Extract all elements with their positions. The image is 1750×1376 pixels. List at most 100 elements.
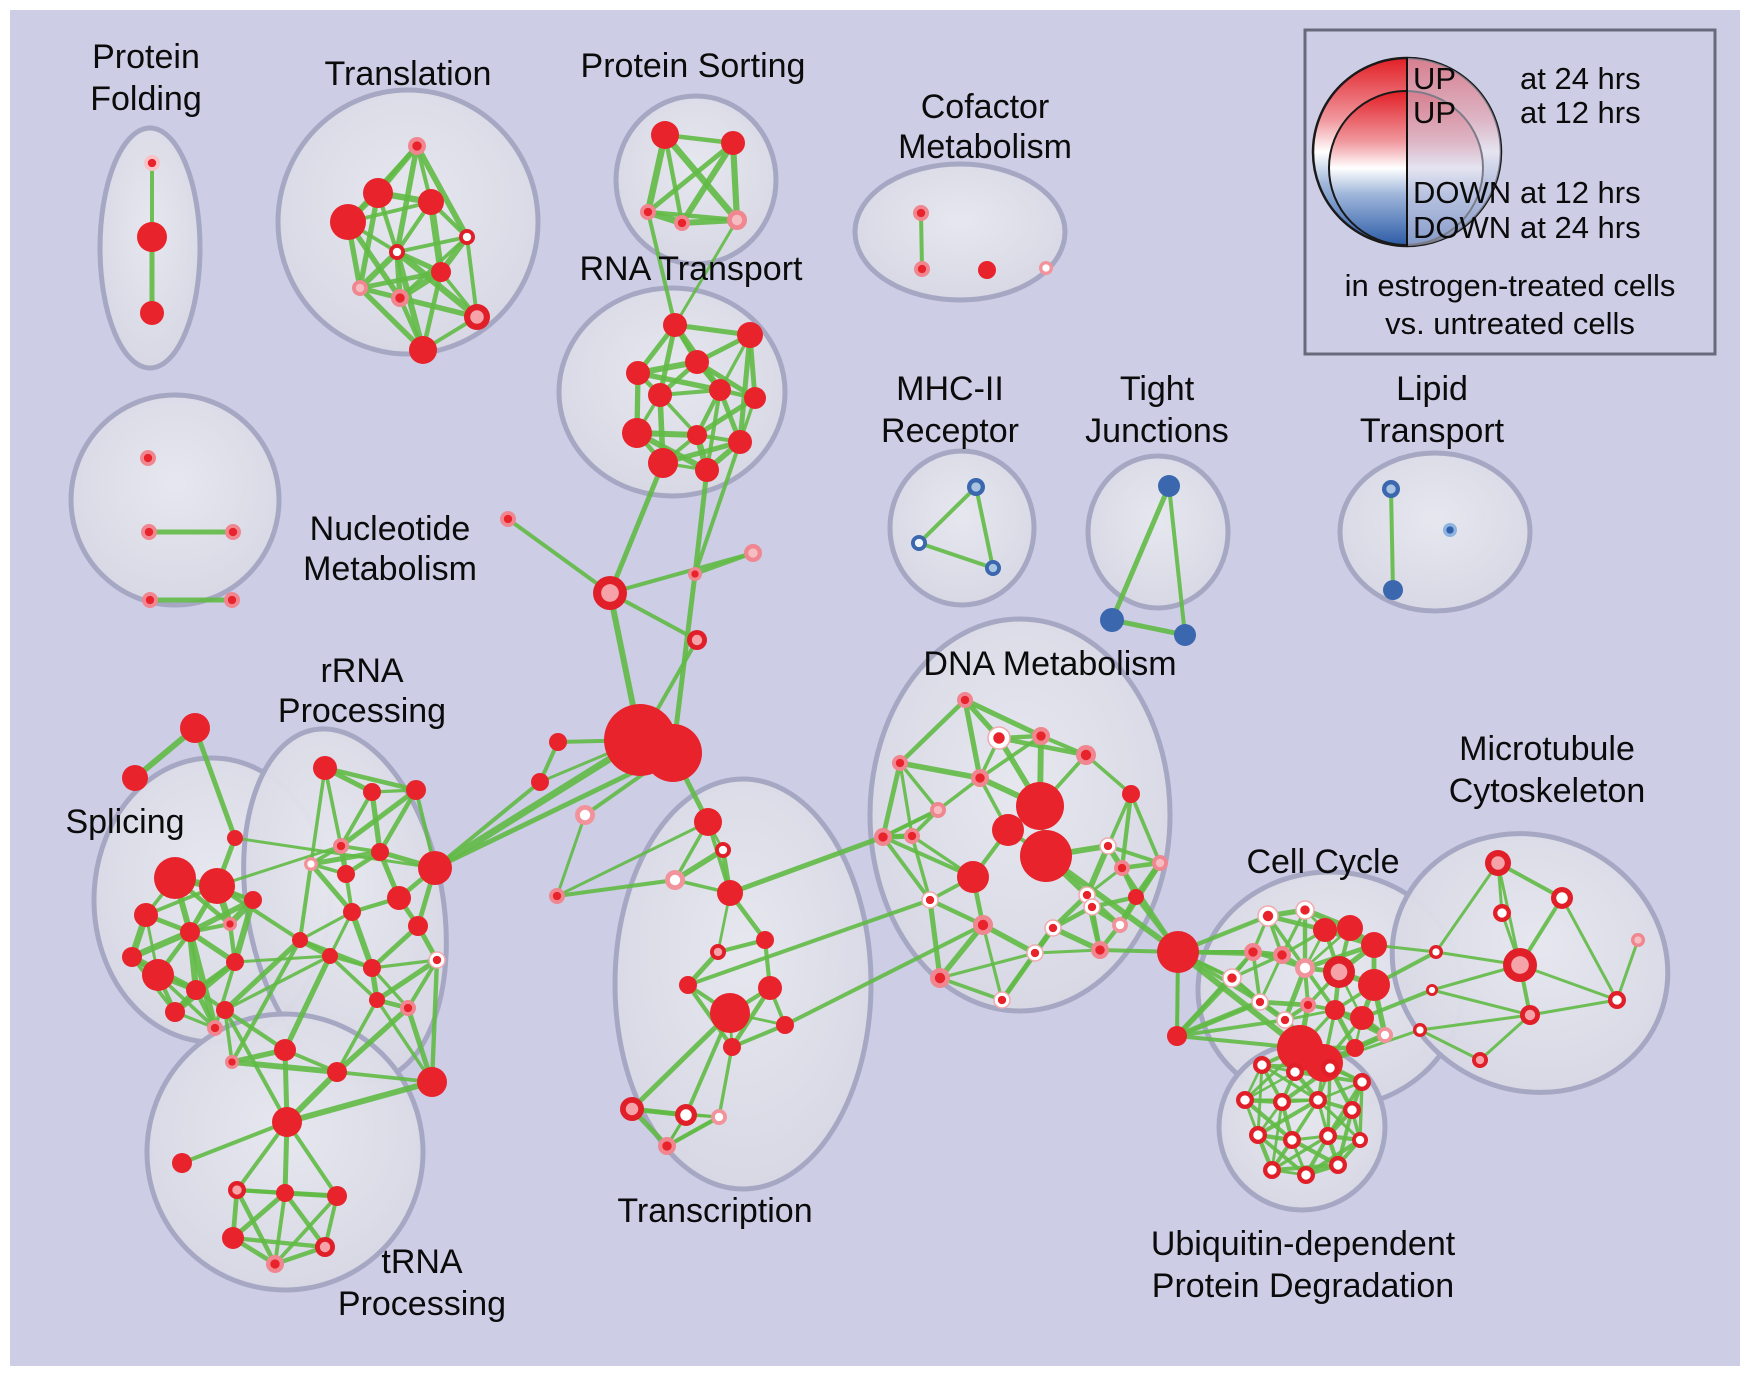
node-outer-ring (363, 783, 381, 801)
node-inner-core (147, 158, 157, 168)
edge (335, 998, 379, 1074)
node-outer-ring (737, 322, 763, 348)
edge (339, 790, 374, 848)
node-inner-core (916, 208, 926, 218)
edge (737, 332, 753, 445)
edge (1106, 844, 1162, 865)
node-d7 (992, 814, 1024, 846)
node-inner-core (1612, 995, 1622, 1005)
node-d15 (921, 891, 939, 909)
edge (357, 285, 426, 353)
edge (349, 909, 375, 971)
node-outer-ring (626, 361, 650, 385)
edge (999, 925, 1056, 1003)
node-outer-ring (687, 425, 707, 445)
node-mc7 (1520, 1005, 1540, 1025)
node-inner-core (412, 141, 422, 151)
node-inner-core (977, 919, 989, 931)
node-mc4 (1429, 945, 1443, 959)
node-l3 (1443, 523, 1457, 537)
node-mc8 (1608, 991, 1626, 1009)
edge (608, 551, 755, 595)
edge (917, 485, 978, 545)
edge (1528, 998, 1619, 1017)
edge (646, 210, 677, 327)
node-outer-ring (227, 830, 243, 846)
node-r22 (417, 1067, 447, 1097)
node-u13 (1263, 1161, 1281, 1179)
node-outer-ring (758, 976, 782, 1000)
node-cc8 (1295, 958, 1315, 978)
edge (374, 957, 440, 1003)
node-outer-ring (276, 1184, 294, 1202)
edge (298, 862, 313, 942)
cluster-label-ubiquitin-degradation-line1: Ubiquitin-dependent (1151, 1225, 1456, 1263)
cluster-label-microtubule-cytoskeleton-line2: Cytoskeleton (1449, 772, 1646, 810)
node-outer-ring (409, 336, 437, 364)
node-d24 (1083, 898, 1101, 916)
cluster-label-cell-cycle-line1: Cell Cycle (1246, 843, 1399, 881)
edge (338, 787, 419, 849)
node-g4 (549, 888, 565, 904)
node-inner-core (1355, 1135, 1365, 1145)
node-d10 (1122, 785, 1140, 803)
node-mc1 (1485, 850, 1511, 876)
node-pf1 (144, 155, 160, 171)
node-inner-core (643, 207, 653, 217)
node-inner-core (993, 732, 1005, 744)
cluster-label-translation-line1: Translation (325, 55, 492, 93)
node-s5 (223, 917, 237, 931)
node-outer-ring (957, 861, 989, 893)
node-r19 (327, 1062, 347, 1082)
node-q9 (728, 430, 752, 454)
node-x8 (758, 976, 782, 1000)
node-g2 (531, 773, 549, 791)
cluster-ellipse-cofactor-metabolism (852, 161, 1068, 303)
node-inner-core (145, 595, 155, 605)
node-j1 (1158, 475, 1180, 497)
edge (328, 954, 379, 1002)
cluster-ellipse-protein-sorting (613, 93, 779, 267)
edge (433, 780, 542, 870)
node-d8 (1020, 830, 1072, 882)
edge (693, 440, 742, 576)
node-outer-ring (406, 780, 426, 800)
cluster-label-nucleotide-metabolism-line2: Metabolism (303, 550, 477, 588)
edge (555, 813, 587, 898)
node-q5 (648, 383, 672, 407)
node-outer-ring (180, 713, 210, 743)
node-r5 (304, 857, 318, 871)
edge (881, 835, 975, 879)
node-d29 (957, 692, 973, 708)
cluster-label-dna-metabolism-line1: DNA Metabolism (923, 645, 1176, 683)
edge (1119, 791, 1134, 871)
node-outer-ring (343, 903, 361, 921)
edge (369, 923, 421, 971)
edge (309, 766, 327, 866)
edge (635, 370, 723, 393)
node-th (272, 1107, 302, 1137)
node-r13 (322, 948, 338, 964)
edge (1358, 1080, 1364, 1142)
node-r11 (292, 932, 308, 948)
node-q7 (744, 387, 766, 409)
node-outer-ring (721, 131, 745, 155)
node-outer-ring (1325, 1000, 1345, 1020)
node-d28 (993, 991, 1011, 1009)
edge (685, 982, 735, 1050)
edge (1418, 1028, 1482, 1062)
node-tc (327, 1186, 347, 1206)
cluster-label-protein-folding-line2: Folding (90, 80, 202, 118)
node-d11 (957, 861, 989, 893)
node-mc5 (1503, 948, 1537, 982)
legend-time-3: at 12 hrs (1520, 175, 1641, 210)
node-inner-core (1511, 956, 1529, 974)
node-inner-core (1277, 950, 1287, 960)
node-x4 (717, 880, 743, 906)
edge (1389, 487, 1395, 592)
node-r12 (408, 916, 428, 936)
cluster-label-lipid-transport-line2: Transport (1360, 412, 1505, 450)
node-cc9 (1323, 956, 1355, 988)
node-d17 (1044, 919, 1062, 937)
node-outer-ring (165, 1002, 185, 1022)
